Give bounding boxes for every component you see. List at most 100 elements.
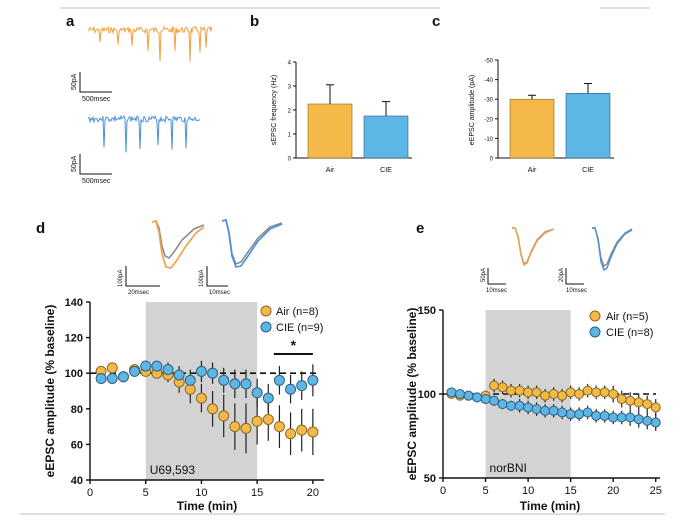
panel-e-y-axis-label: eEPSC amplitude (% baseline): [405, 308, 419, 481]
scale-bar-d-left-x-label: 20msec: [128, 290, 149, 296]
panel-d-cie-point: [262, 392, 274, 404]
panel-c-bar-cie: [565, 93, 611, 159]
scale-bar-d-left: [125, 266, 160, 287]
panel-d-cie-point: [296, 380, 308, 392]
scale-bar-a-bottom: [79, 154, 112, 175]
legend-air-label: Air (n=5): [606, 311, 649, 323]
panel-e-air-point: [650, 402, 661, 413]
panel-e-air-point: [531, 387, 542, 398]
panel-e-cie-point: [599, 410, 610, 421]
panel-e-air-point: [514, 385, 525, 396]
panel-d-significance-star: *: [291, 337, 297, 353]
panel-d-x-axis-label: Time (min): [177, 499, 237, 513]
panel-e-x-tick-label: 0: [440, 485, 446, 497]
panel-e-air-point: [497, 382, 508, 393]
panel-c-amplitude-chart: 0 -10 -20 -30 -40 -50 Air CIE eEPSC amplitude …: [469, 59, 614, 174]
panel-d-cie-point: [207, 367, 219, 379]
panel-d-cie-point: [173, 369, 185, 381]
panel-d-air-point: [195, 392, 207, 404]
panel-d-cie-point: [285, 383, 297, 395]
panel-e-cie-point: [565, 409, 576, 420]
panel-d-legend: Air (n=8) CIE (n=9): [260, 305, 323, 334]
panel-e-cie-point: [608, 412, 619, 423]
panel-b-category-label: CIE: [380, 167, 392, 174]
panel-label-d: d: [36, 220, 45, 237]
panel-a-traces: 50pA 500msec 50pA 500msec: [71, 25, 213, 185]
legend-cie-marker: [589, 326, 601, 338]
panel-d-air-point: [218, 410, 230, 422]
scale-bar-e-right: [565, 268, 584, 285]
panel-d-cie-point: [240, 378, 252, 390]
scale-bar-e-left-y-label: 50pA: [481, 268, 487, 282]
panel-e-x-tick-label: 10: [522, 485, 534, 497]
panel-d-air-point: [273, 421, 285, 433]
panel-d-cie-point: [273, 374, 285, 386]
panel-e-air-point: [642, 399, 653, 410]
panel-c-category-label: Air: [528, 167, 537, 174]
scale-bar-a-top: [79, 72, 112, 93]
legend-cie-label: CIE (n=9): [276, 322, 323, 334]
legend-cie-label: CIE (n=8): [606, 327, 653, 339]
panel-e-cie-point: [523, 402, 534, 413]
panel-d-air-point: [296, 424, 308, 436]
panel-c-category-label: CIE: [582, 167, 594, 174]
panel-d-cie-point: [95, 373, 107, 385]
panel-d-example-traces: 100pA 20msec 100pA 10msec: [118, 219, 283, 296]
e-inset-air-trace: [512, 227, 555, 267]
panel-e-cie-point: [557, 407, 568, 418]
panel-e-cie-point: [489, 395, 500, 406]
panel-e-cie-point: [548, 405, 559, 416]
panel-c-y-tick-label: -30: [484, 98, 493, 104]
panel-b-bar-air: [307, 103, 353, 159]
scale-bar-d-right-x-label: 10msec: [209, 290, 230, 296]
panel-b-bar-cie: [363, 115, 409, 159]
panel-e-air-point: [540, 390, 551, 401]
panel-d-y-tick-label: 80: [71, 404, 83, 416]
panel-d-cie-point: [162, 364, 174, 376]
panel-e-cie-point: [650, 417, 661, 428]
panel-d-cie-point: [229, 378, 241, 390]
panel-c-y-tick-label: -20: [484, 117, 493, 123]
panel-d-timecourse-chart: 40 60 80 100 120 140 0 5 10 15 20 U69,593 * Time …: [43, 297, 324, 513]
panel-e-air-point: [523, 387, 534, 398]
panel-e-cie-point: [497, 399, 508, 410]
panel-d-cie-point: [117, 371, 129, 383]
panel-d-y-tick-label: 100: [65, 368, 83, 380]
e-inset-cie-trace: [592, 227, 633, 272]
panel-label-b: b: [250, 13, 259, 30]
scale-bar-a-bottom-x-label: 500msec: [82, 178, 111, 185]
panel-c-bar-air: [509, 98, 555, 159]
panel-d-cie-point: [106, 373, 118, 385]
panel-d-cie-point: [195, 365, 207, 377]
panel-e-x-tick-label: 25: [650, 485, 662, 497]
panel-e-air-point: [625, 395, 636, 406]
panel-c-y-tick-label: 0: [490, 157, 494, 163]
panel-b-y-tick-label: 0: [288, 157, 292, 163]
panel-d-x-tick-label: 15: [251, 487, 263, 499]
panel-d-cie-point: [140, 360, 152, 372]
panel-e-air-point: [582, 385, 593, 396]
panel-c-y-tick-label: -10: [484, 137, 493, 143]
panel-e-y-tick-label: 50: [424, 473, 436, 485]
panel-d-cie-point: [251, 387, 263, 399]
panel-e-air-point: [616, 394, 627, 405]
panel-b-y-tick-label: 1: [288, 133, 292, 139]
panel-d-y-axis-label: eEPSC amplitude (% baseline): [43, 305, 57, 478]
legend-air-marker: [260, 305, 272, 317]
panel-d-cie-point: [129, 365, 141, 377]
panel-e-air-point: [506, 385, 517, 396]
panel-e-y-tick-label: 100: [418, 389, 436, 401]
panel-b-category-label: Air: [326, 167, 335, 174]
panel-d-x-tick-label: 20: [307, 487, 319, 499]
panel-d-air-point: [285, 428, 297, 440]
panel-e-cie-point: [463, 390, 474, 401]
panel-d-air-point: [251, 415, 263, 427]
scale-bar-e-right-x-label: 10msec: [566, 288, 587, 294]
legend-air-marker: [589, 310, 601, 322]
panel-b-y-tick-label: 4: [288, 61, 292, 67]
panel-e-cie-point: [531, 404, 542, 415]
panel-label-a: a: [66, 13, 75, 30]
panel-e-cie-point: [591, 410, 602, 421]
scale-bar-d-left-y-label: 100pA: [118, 270, 124, 287]
